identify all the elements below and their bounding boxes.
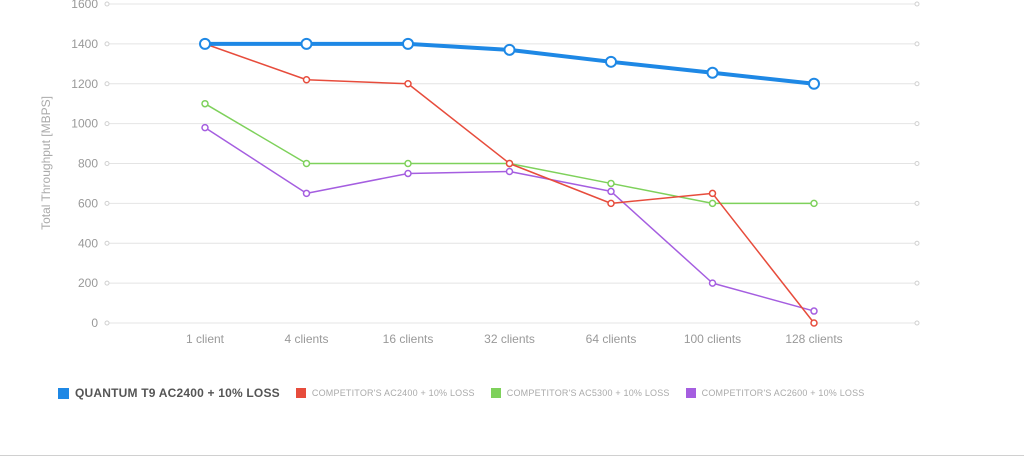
gridline-end-dot	[104, 320, 110, 326]
data-point[interactable]	[300, 37, 313, 50]
data-point[interactable]	[199, 37, 211, 50]
gridline-end-dot	[914, 161, 920, 166]
data-point[interactable]	[505, 159, 514, 168]
series-1	[199, 37, 820, 90]
x-tick-label: 4 clients	[284, 332, 328, 346]
y-tick-label: 800	[78, 157, 98, 171]
legend-swatch	[685, 388, 696, 398]
y-axis-ticks: 0 200 400 600 800 1000 1200 1400 1600	[71, 0, 98, 330]
legend-swatch	[490, 388, 501, 398]
gridline-end-dot	[104, 81, 110, 87]
data-point[interactable]	[302, 159, 311, 168]
data-point[interactable]	[808, 77, 820, 90]
legend-label: COMPETITOR'S AC5300 + 10% LOSS	[506, 388, 670, 398]
x-tick-label: 1 client	[186, 332, 225, 346]
gridline-end-dot	[104, 240, 110, 246]
gridline-end-dot	[914, 1, 920, 7]
series-line	[204, 103, 814, 205]
gridline-end-dot	[914, 41, 920, 47]
gridline-end-dot	[104, 121, 110, 127]
data-point[interactable]	[302, 189, 311, 198]
legend-item[interactable]: COMPETITOR'S AC2400 + 10% LOSS	[295, 388, 475, 398]
gridline-end-dot	[914, 200, 920, 206]
gridline-end-dot	[914, 121, 920, 127]
data-point[interactable]	[404, 159, 412, 168]
data-point[interactable]	[706, 66, 719, 79]
data-point[interactable]	[404, 80, 412, 88]
y-tick-label: 1400	[71, 37, 98, 51]
y-tick-label: 1000	[71, 117, 98, 131]
bottom-divider	[0, 455, 1024, 456]
legend-item[interactable]: COMPETITOR'S AC5300 + 10% LOSS	[490, 388, 670, 398]
x-tick-label: 128 clients	[785, 332, 842, 346]
legend: QUANTUM T9 AC2400 + 10% LOSS COMPETITOR'S…	[58, 386, 881, 400]
data-point[interactable]	[402, 37, 414, 50]
series-4	[201, 123, 818, 315]
y-tick-label: 0	[91, 316, 98, 330]
x-tick-label: 16 clients	[383, 332, 434, 346]
y-tick-label: 200	[78, 276, 98, 290]
data-point[interactable]	[201, 123, 209, 132]
gridline-end-dot	[914, 240, 920, 246]
gridline-end-dot	[914, 81, 920, 87]
gridline-end-dot	[104, 280, 110, 286]
data-point[interactable]	[201, 99, 209, 108]
data-point[interactable]	[607, 187, 615, 196]
gridline-end-dot	[104, 161, 110, 166]
data-point[interactable]	[708, 279, 717, 287]
x-tick-label: 64 clients	[586, 332, 637, 346]
data-point[interactable]	[810, 319, 818, 327]
data-point[interactable]	[810, 199, 818, 208]
legend-label: COMPETITOR'S AC2400 + 10% LOSS	[311, 388, 475, 398]
series	[199, 37, 820, 327]
gridline-end-dot	[914, 280, 920, 286]
data-point[interactable]	[708, 189, 717, 198]
y-tick-label: 400	[78, 236, 98, 250]
data-point[interactable]	[503, 43, 516, 56]
y-tick-label: 600	[78, 196, 98, 210]
legend-label: QUANTUM T9 AC2400 + 10% LOSS	[75, 386, 280, 400]
x-axis-ticks: 1 client 4 clients 16 clients 32 clients 64 …	[186, 332, 843, 346]
y-tick-label: 1600	[71, 0, 98, 11]
x-tick-label: 32 clients	[484, 332, 535, 346]
data-point[interactable]	[607, 199, 615, 208]
y-tick-label: 1200	[71, 77, 98, 91]
series-line	[204, 43, 815, 324]
series-3	[201, 99, 818, 208]
data-point[interactable]	[607, 179, 615, 188]
data-point[interactable]	[708, 199, 717, 208]
data-point[interactable]	[505, 167, 514, 176]
legend-swatch	[58, 387, 69, 399]
legend-label: COMPETITOR'S AC2600 + 10% LOSS	[701, 388, 865, 398]
legend-item[interactable]: QUANTUM T9 AC2400 + 10% LOSS	[58, 386, 280, 400]
gridline-end-dot	[104, 200, 110, 206]
data-point[interactable]	[302, 76, 311, 84]
x-tick-label: 100 clients	[684, 332, 741, 346]
legend-swatch	[295, 388, 306, 398]
gridline-end-dot	[104, 1, 110, 7]
data-point[interactable]	[810, 307, 818, 315]
data-point[interactable]	[404, 169, 412, 178]
gridline-end-dot	[914, 320, 920, 326]
y-axis-title: Total Throughput [MBPS]	[39, 96, 53, 230]
data-point[interactable]	[605, 55, 617, 68]
gridline-end-dot	[104, 41, 110, 47]
series-2	[201, 40, 818, 327]
legend-item[interactable]: COMPETITOR'S AC2600 + 10% LOSS	[685, 388, 865, 398]
